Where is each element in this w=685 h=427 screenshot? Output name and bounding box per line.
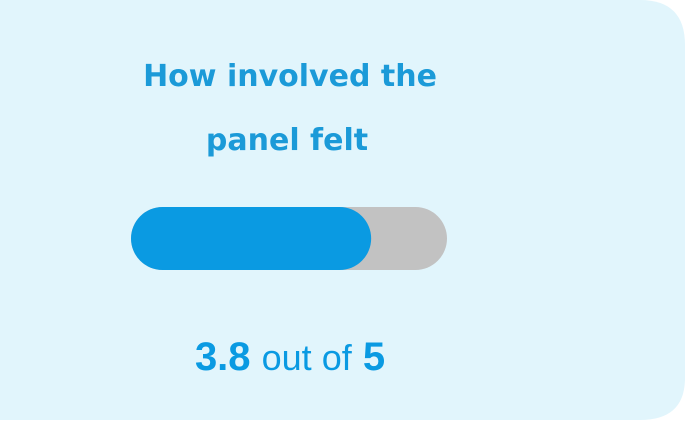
score-max: 5 xyxy=(363,335,385,379)
title-line: panel felt xyxy=(206,123,368,158)
score-line: 3.8 out of 5 xyxy=(195,335,385,379)
progress-bar xyxy=(131,207,447,270)
title-line: How involved the xyxy=(143,59,437,94)
score-value: 3.8 xyxy=(195,335,251,379)
score-connector: out of xyxy=(262,337,353,378)
progress-fill xyxy=(131,207,372,270)
